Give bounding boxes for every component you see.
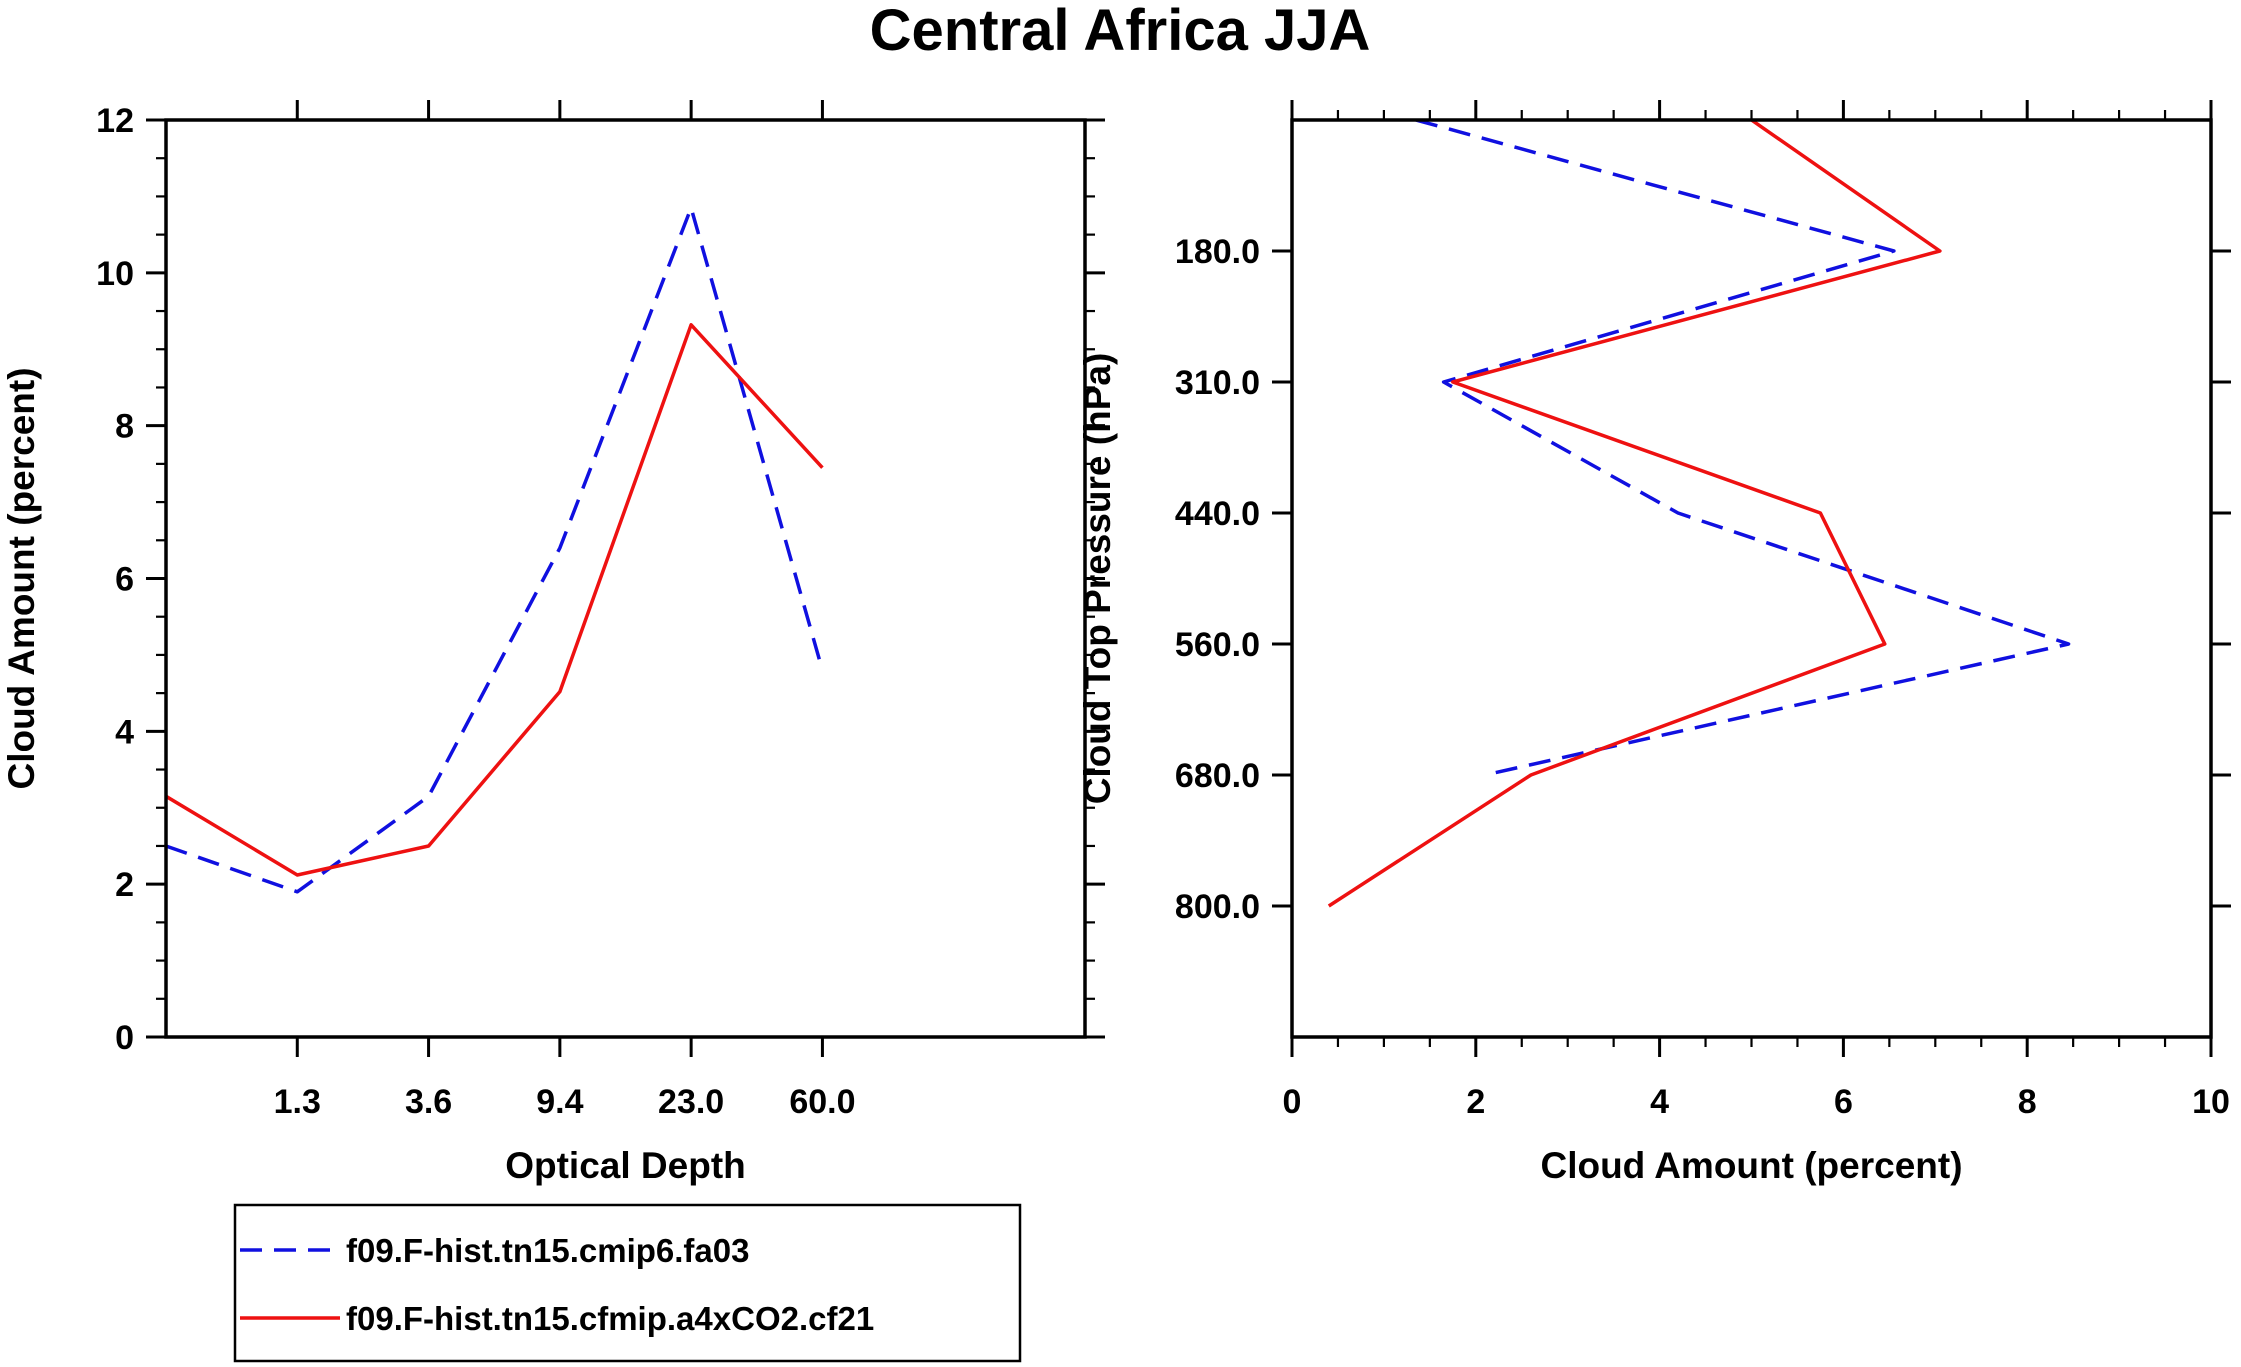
x-tick-label: 6 xyxy=(1834,1083,1853,1121)
y-axis-title: Cloud Top Pressure (hPa) xyxy=(1077,353,1118,805)
x-axis-title: Cloud Amount (percent) xyxy=(1540,1145,1962,1186)
legend: f09.F-hist.tn15.cmip6.fa03 f09.F-hist.tn… xyxy=(233,1203,1022,1363)
chart-title: Central Africa JJA xyxy=(870,0,1371,63)
x-tick-label: 3.6 xyxy=(405,1083,452,1121)
y-tick-label: 10 xyxy=(96,255,134,293)
series-line-cmip6 xyxy=(166,206,825,894)
y-tick-label: 680.0 xyxy=(1175,757,1260,795)
x-tick-label: 4 xyxy=(1650,1083,1669,1121)
y-tick-label: 12 xyxy=(96,102,134,140)
y-tick-label: 560.0 xyxy=(1175,626,1260,664)
y-tick-label: 800.0 xyxy=(1175,888,1260,926)
right-plot-frame xyxy=(1290,118,2213,1039)
y-tick-label: 310.0 xyxy=(1175,364,1260,402)
y-tick-label: 6 xyxy=(115,561,134,599)
x-tick-label: 8 xyxy=(2018,1083,2037,1121)
x-tick-label: 60.0 xyxy=(789,1083,855,1121)
y-tick-label: 4 xyxy=(115,713,134,751)
series-line-cmip6 xyxy=(1415,120,2071,777)
legend-label-cfmip: f09.F-hist.tn15.cfmip.a4xCO2.cf21 xyxy=(346,1300,874,1337)
y-tick-label: 0 xyxy=(115,1019,134,1057)
series-line-cfmip xyxy=(1327,120,1942,908)
x-axis-title: Optical Depth xyxy=(505,1145,746,1186)
x-tick-label: 1.3 xyxy=(274,1083,321,1121)
y-axis-title: Cloud Amount (percent) xyxy=(1,367,42,789)
right-panel-cloud-top-pressure: 0 2 4 6 8 10 180.0 310.0 440.0 560.0 680.0 800.0 Clo… xyxy=(1077,100,2231,1186)
legend-box xyxy=(233,1203,1022,1363)
y-tick-label: 8 xyxy=(115,408,134,446)
series-line-cfmip xyxy=(166,323,824,877)
legend-label-cmip6: f09.F-hist.tn15.cmip6.fa03 xyxy=(346,1232,749,1269)
left-plot-frame xyxy=(164,118,1087,1039)
left-panel-optical-depth: 0 2 4 6 8 10 12 1.3 3.6 9.4 23.0 60.0 Optical Depth C… xyxy=(1,100,1105,1186)
y-tick-label: 440.0 xyxy=(1175,495,1260,533)
x-tick-label: 0 xyxy=(1283,1083,1302,1121)
x-tick-label: 2 xyxy=(1466,1083,1485,1121)
y-tick-label: 180.0 xyxy=(1175,233,1260,271)
x-tick-label: 23.0 xyxy=(658,1083,724,1121)
y-tick-label: 2 xyxy=(115,866,134,904)
x-tick-label: 10 xyxy=(2192,1083,2230,1121)
x-tick-label: 9.4 xyxy=(536,1083,583,1121)
